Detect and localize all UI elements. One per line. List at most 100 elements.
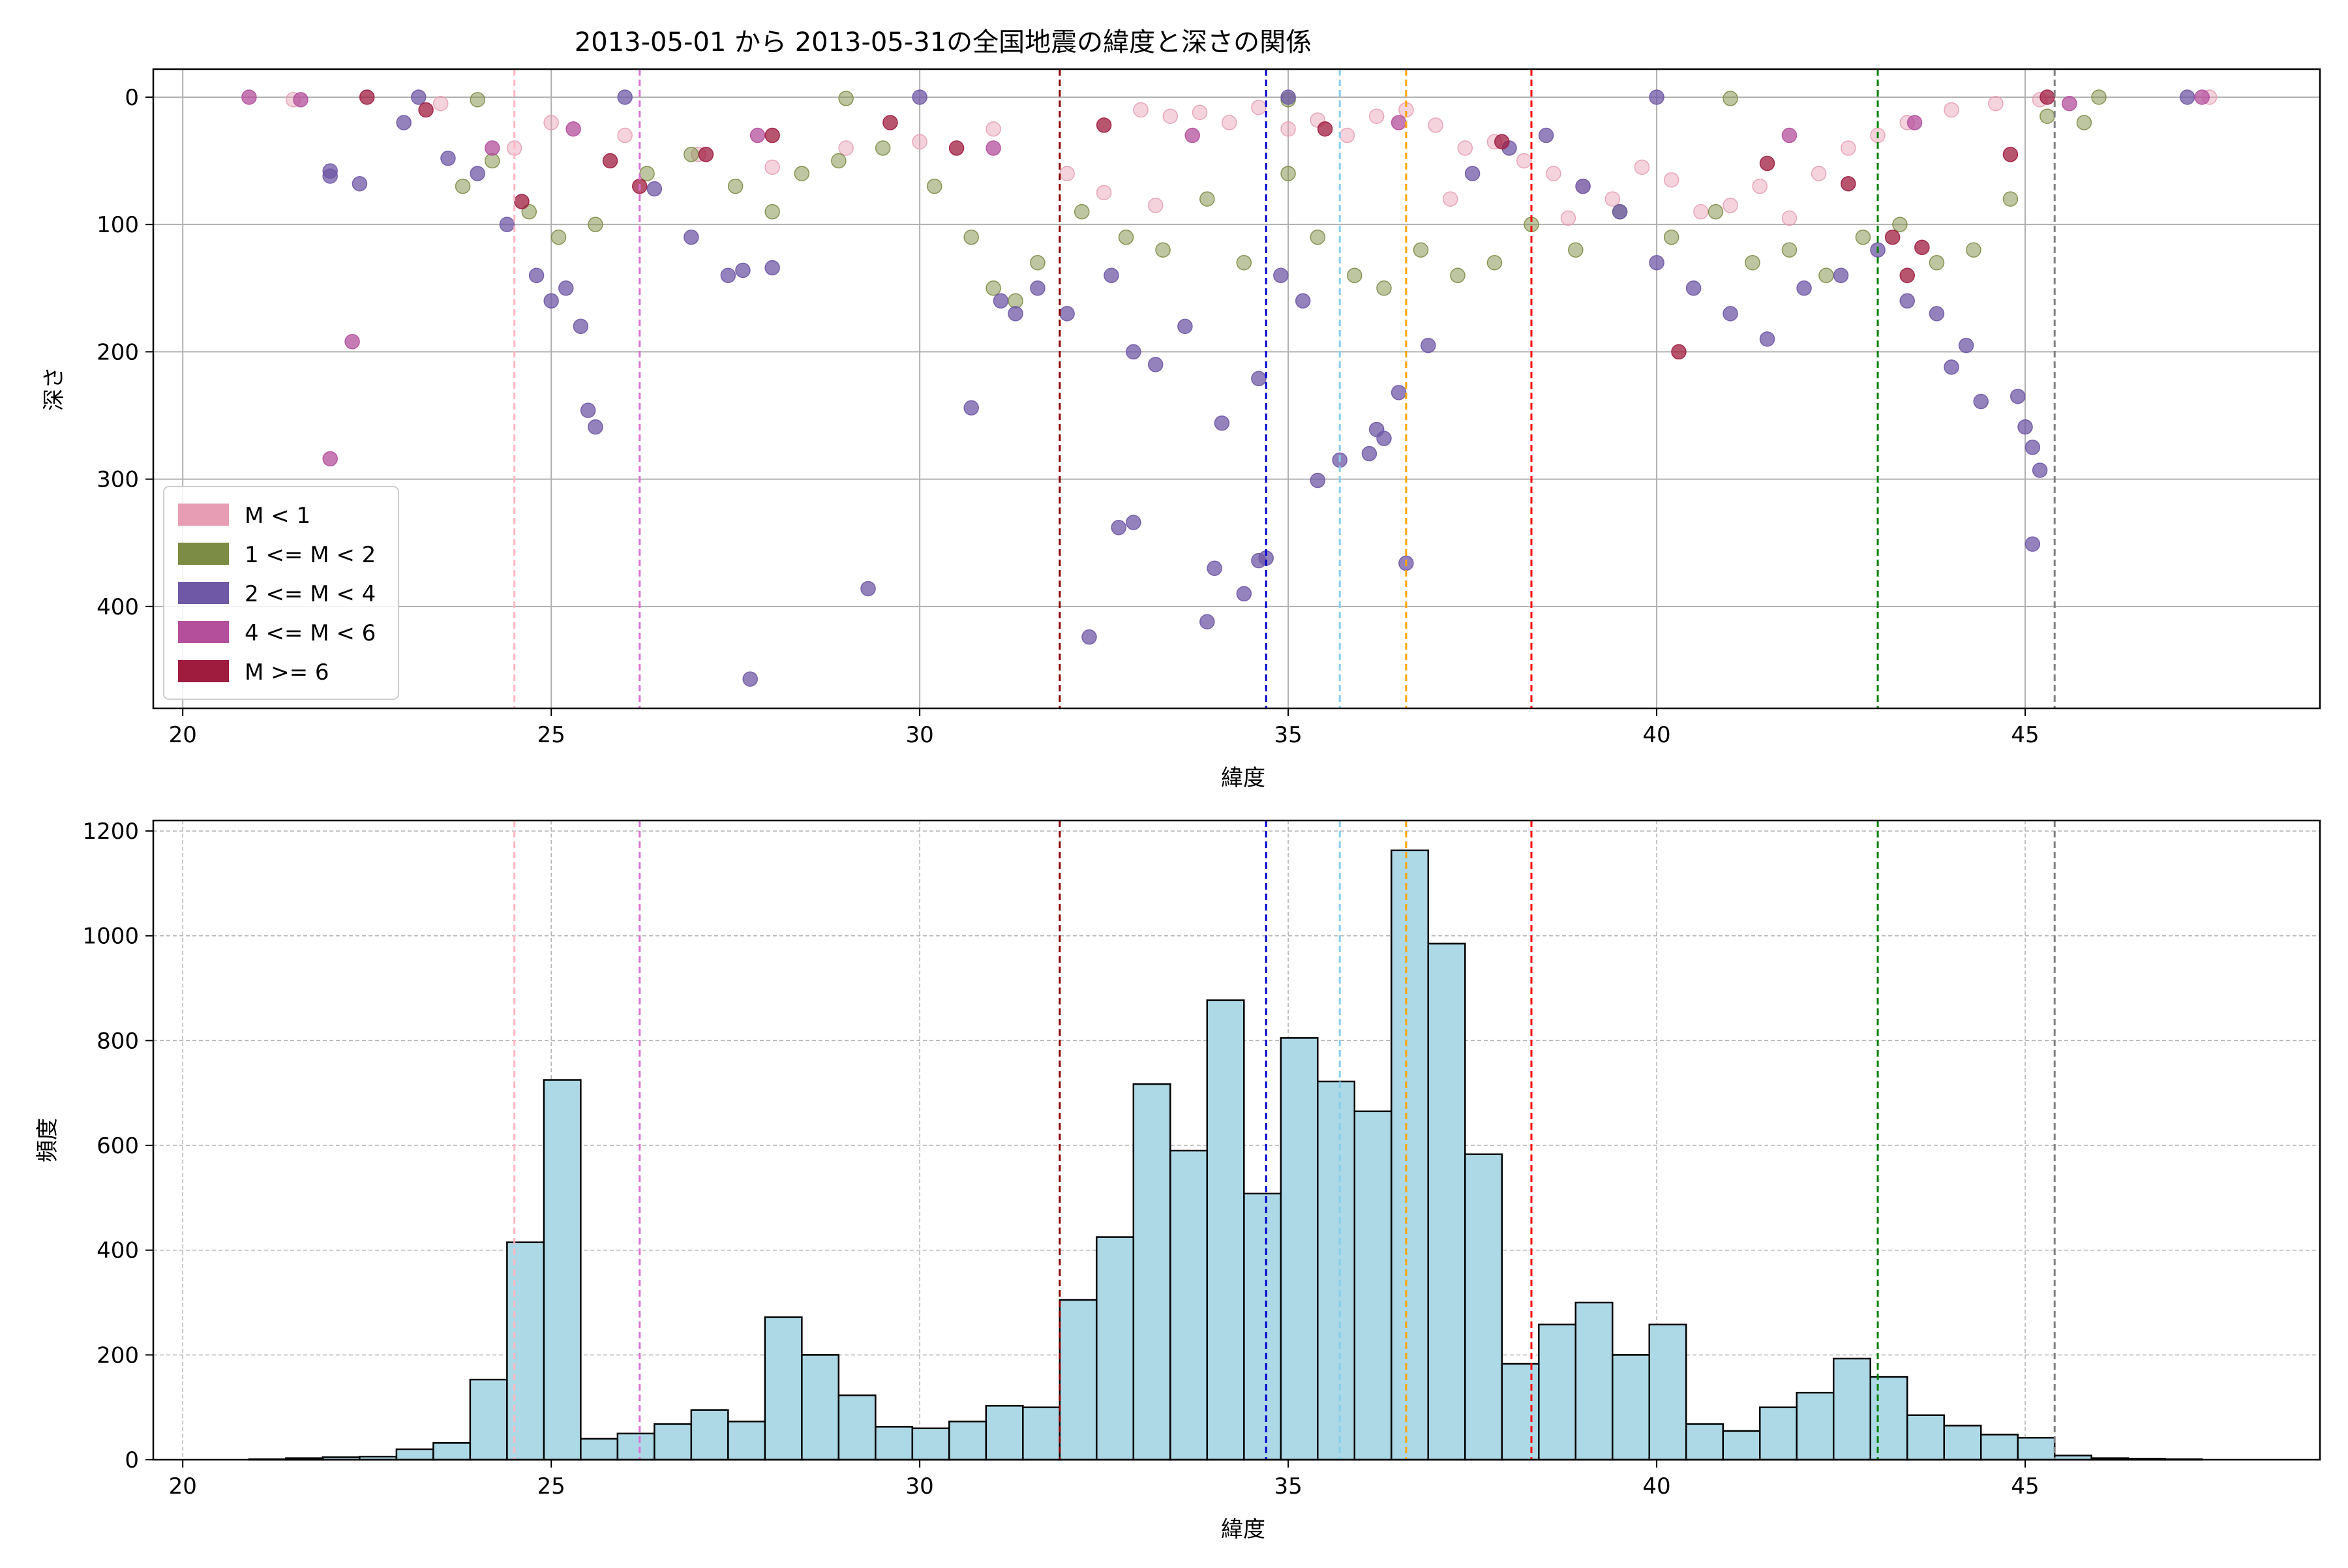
scatter-x-tick-label: 35: [1274, 722, 1302, 748]
scatter-point: [2062, 95, 2077, 112]
scatter-point: [882, 115, 898, 130]
histogram-bar: [1353, 1110, 1392, 1461]
legend-label: 2 <= M < 4: [245, 581, 376, 607]
scatter-point: [514, 194, 530, 209]
scatter-point: [470, 166, 485, 181]
scatter-point: [1796, 280, 1812, 296]
scatter-point: [764, 127, 780, 143]
legend-swatch: [178, 543, 229, 565]
scatter-point: [1811, 166, 1827, 181]
scatter-point: [418, 102, 434, 118]
scatter-point: [2024, 536, 2041, 552]
histogram-bar: [1722, 1430, 1761, 1461]
scatter-point: [1973, 393, 1989, 410]
scatter-point: [1421, 337, 1436, 354]
histogram-bar: [1906, 1414, 1945, 1461]
scatter-point: [1663, 229, 1679, 245]
scatter-point: [2017, 419, 2033, 435]
scatter-point: [2039, 89, 2055, 105]
scatter-point: [573, 318, 589, 335]
scatter-point: [2024, 440, 2041, 455]
histogram-x-tick-label: 35: [1274, 1473, 1302, 1500]
scatter-point: [838, 140, 854, 156]
scatter-point: [1368, 108, 1385, 124]
scatter-y-tick-label: 200: [97, 339, 139, 365]
scatter-point: [1207, 560, 1222, 577]
scatter-point: [1192, 104, 1208, 121]
histogram-bar: [654, 1423, 693, 1461]
histogram-y-tick-label: 0: [125, 1447, 139, 1473]
scatter-point: [543, 293, 559, 309]
scatter-point: [322, 451, 338, 467]
scatter-point: [1855, 229, 1871, 245]
scatter-point: [1442, 191, 1458, 207]
scatter-point: [1251, 99, 1267, 115]
scatter-point: [764, 204, 780, 220]
scatter-y-tick-label: 400: [97, 594, 139, 620]
histogram-bar: [727, 1421, 766, 1461]
scatter-point: [764, 260, 780, 276]
histogram-bar: [2017, 1437, 2056, 1461]
scatter-point: [1663, 172, 1679, 188]
scatter-point: [1251, 370, 1267, 387]
scatter-point: [485, 140, 500, 156]
scatter-point: [838, 91, 854, 106]
histogram-bar: [1206, 999, 1245, 1461]
histogram-bar: [1464, 1153, 1503, 1461]
scatter-x-ticks: 20 25 30 35 40 45: [169, 708, 2039, 748]
histogram-y-axis-label: 頻度: [35, 1118, 61, 1162]
scatter-point: [1723, 91, 1738, 106]
scatter-point: [588, 217, 603, 232]
scatter-point: [1059, 166, 1075, 181]
scatter-point: [1317, 121, 1333, 137]
scatter-point: [1892, 217, 1908, 232]
scatter-point: [470, 92, 485, 108]
scatter-x-tick-label: 45: [2011, 722, 2039, 748]
histogram-bar: [948, 1421, 987, 1461]
histogram-bar: [875, 1426, 914, 1461]
histogram-bar: [1391, 849, 1430, 1461]
scatter-point: [1899, 293, 1915, 309]
scatter-point: [2091, 89, 2107, 105]
scatter-x-tick-label: 25: [537, 722, 565, 748]
histogram-bar: [837, 1394, 877, 1461]
histogram-bar: [1243, 1192, 1282, 1461]
legend-swatch: [178, 621, 229, 643]
scatter-point: [411, 89, 427, 105]
histogram-y-tick-label: 200: [97, 1342, 139, 1368]
scatter-point: [1147, 357, 1164, 372]
scatter-point: [1361, 445, 1377, 462]
scatter-point: [1310, 229, 1326, 245]
scatter-point: [1560, 210, 1576, 226]
scatter-point: [2002, 147, 2019, 162]
legend-swatch: [178, 582, 229, 604]
scatter-point: [322, 168, 338, 184]
scatter-point: [875, 140, 891, 156]
histogram-bar: [1869, 1376, 1908, 1461]
scatter-point: [1450, 267, 1466, 284]
histogram-reference-lines: [513, 821, 2056, 1460]
chart-title: 2013-05-01 から 2013-05-31の全国地震の緯度と深さの関係: [575, 27, 1312, 57]
scatter-point: [1781, 210, 1798, 226]
scatter-point: [1126, 344, 1141, 360]
scatter-point: [1184, 127, 1200, 143]
scatter-point: [1376, 280, 1392, 296]
scatter-point: [963, 229, 979, 245]
scatter-point: [986, 140, 1001, 156]
histogram-bar: [1280, 1037, 1319, 1461]
scatter-point: [1133, 102, 1149, 118]
scatter-point: [1841, 140, 1856, 156]
scatter-point: [1494, 134, 1510, 150]
scatter-point: [2076, 115, 2092, 130]
scatter-point: [1391, 385, 1407, 400]
scatter-point: [794, 166, 810, 181]
scatter-y-tick-label: 0: [125, 85, 139, 111]
scatter-point: [860, 580, 876, 597]
scatter-point: [1708, 204, 1724, 220]
scatter-point: [1059, 306, 1075, 322]
scatter-point: [926, 178, 942, 194]
scatter-point: [1413, 242, 1429, 258]
histogram-y-tick-label: 400: [97, 1238, 139, 1264]
histogram-y-tick-label: 800: [97, 1028, 139, 1054]
